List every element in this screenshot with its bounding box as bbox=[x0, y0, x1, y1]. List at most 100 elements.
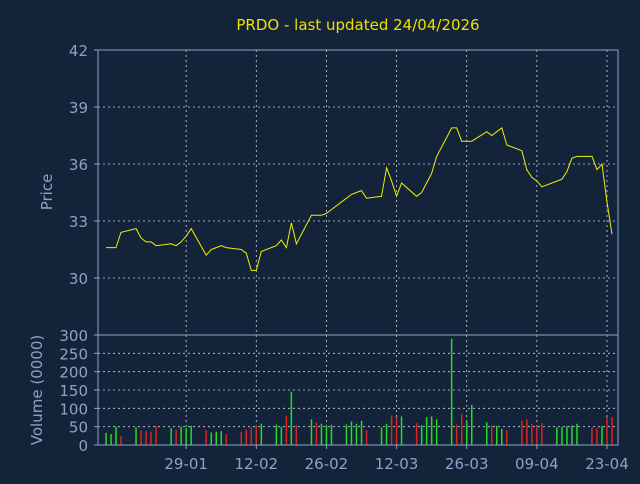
volume-bar bbox=[395, 417, 398, 445]
volume-bar bbox=[210, 432, 212, 445]
volume-bar bbox=[355, 423, 358, 445]
volume-bar bbox=[420, 425, 423, 445]
volume-bar bbox=[435, 419, 438, 445]
volume-bar bbox=[591, 427, 593, 445]
volume-bar bbox=[611, 417, 613, 445]
volume-bar bbox=[145, 431, 147, 445]
volume-bar bbox=[606, 417, 608, 445]
volume-bar bbox=[290, 391, 293, 445]
volume-bar bbox=[255, 425, 257, 445]
volume-bar bbox=[496, 425, 498, 445]
volume-bar bbox=[110, 434, 112, 445]
volume-bar bbox=[466, 421, 468, 445]
volume-bar bbox=[250, 427, 252, 445]
x-tick-labels: 29-01 12-02 26-02 12-03 26-03 09-04 23-04 bbox=[164, 445, 629, 473]
price-y-tick-label: 33 bbox=[69, 213, 88, 231]
price-y-tick-label: 42 bbox=[69, 42, 88, 60]
price-axis-label: Price bbox=[38, 174, 56, 211]
volume-bar bbox=[310, 419, 313, 445]
price-y-tick-label: 36 bbox=[69, 156, 88, 174]
volume-bar bbox=[521, 420, 523, 445]
volume-grid bbox=[98, 335, 618, 445]
volume-bar bbox=[571, 425, 573, 445]
volume-bar bbox=[596, 428, 598, 445]
volume-y-tick-label: 250 bbox=[59, 345, 88, 363]
volume-bar bbox=[461, 414, 463, 445]
volume-bar bbox=[365, 430, 368, 445]
volume-bar bbox=[325, 425, 328, 445]
volume-bar bbox=[390, 415, 393, 445]
volume-bars bbox=[105, 338, 613, 445]
volume-bar bbox=[135, 427, 137, 445]
volume-bar bbox=[400, 416, 403, 445]
chart-title: PRDO - last updated 24/04/2026 bbox=[236, 16, 479, 34]
volume-bar bbox=[280, 426, 283, 445]
volume-y-tick-label: 0 bbox=[78, 437, 88, 455]
volume-bar bbox=[180, 426, 182, 445]
price-plot-frame bbox=[97, 49, 619, 336]
volume-bar bbox=[561, 426, 563, 445]
volume-bar bbox=[385, 423, 388, 445]
volume-bar bbox=[506, 430, 508, 445]
volume-bar bbox=[260, 423, 263, 445]
volume-bar bbox=[185, 428, 187, 445]
x-tick-label: 09-04 bbox=[515, 455, 559, 473]
volume-bar bbox=[205, 430, 207, 445]
volume-bar bbox=[105, 432, 107, 445]
volume-bar bbox=[190, 425, 192, 445]
volume-bar bbox=[501, 428, 503, 445]
volume-bar bbox=[170, 428, 172, 445]
volume-bar bbox=[526, 419, 528, 445]
volume-bar bbox=[215, 431, 217, 445]
volume-bar bbox=[315, 422, 318, 445]
price-y-tick-label: 30 bbox=[69, 270, 88, 288]
volume-y-tick-label: 300 bbox=[59, 327, 88, 345]
x-tick-label: 23-04 bbox=[585, 455, 629, 473]
volume-bar bbox=[415, 423, 418, 445]
volume-bar bbox=[245, 429, 247, 445]
volume-bar bbox=[360, 420, 363, 445]
x-tick-label: 12-02 bbox=[235, 455, 279, 473]
volume-bar bbox=[471, 404, 473, 445]
x-tick-label: 12-03 bbox=[375, 455, 419, 473]
price-y-tick-labels: 42 39 36 33 30 bbox=[69, 42, 98, 288]
volume-bar bbox=[455, 424, 458, 445]
volume-bar bbox=[320, 423, 323, 445]
volume-bar bbox=[115, 426, 117, 445]
volume-bar bbox=[330, 424, 333, 445]
price-line bbox=[106, 127, 613, 271]
volume-y-tick-label: 200 bbox=[59, 364, 88, 382]
volume-bar bbox=[541, 423, 543, 445]
volume-bar bbox=[380, 427, 383, 445]
volume-bar bbox=[491, 425, 493, 445]
volume-bar bbox=[601, 425, 603, 445]
volume-bar bbox=[220, 431, 222, 445]
volume-bar bbox=[150, 431, 152, 445]
volume-bar bbox=[425, 417, 428, 445]
volume-bar bbox=[450, 338, 453, 445]
price-y-tick-label: 39 bbox=[69, 99, 88, 117]
volume-y-tick-label: 50 bbox=[69, 419, 88, 437]
x-tick-label: 26-02 bbox=[305, 455, 349, 473]
volume-bar bbox=[556, 427, 558, 445]
x-tick-label: 29-01 bbox=[164, 455, 208, 473]
volume-bar bbox=[240, 431, 242, 445]
volume-bar bbox=[531, 423, 533, 445]
volume-axis-label: Volume (0000) bbox=[28, 335, 46, 445]
volume-bar bbox=[350, 421, 353, 445]
volume-bar bbox=[275, 424, 278, 445]
volume-bar bbox=[225, 434, 227, 445]
volume-y-tick-label: 150 bbox=[59, 382, 88, 400]
volume-bar bbox=[430, 416, 433, 445]
volume-bar bbox=[536, 425, 538, 445]
volume-y-tick-label: 100 bbox=[59, 400, 88, 418]
volume-bar bbox=[285, 415, 288, 445]
volume-bar bbox=[155, 425, 157, 445]
volume-bar bbox=[295, 425, 298, 445]
x-tick-label: 26-03 bbox=[445, 455, 489, 473]
volume-bar bbox=[140, 430, 142, 445]
volume-bar bbox=[345, 424, 348, 445]
